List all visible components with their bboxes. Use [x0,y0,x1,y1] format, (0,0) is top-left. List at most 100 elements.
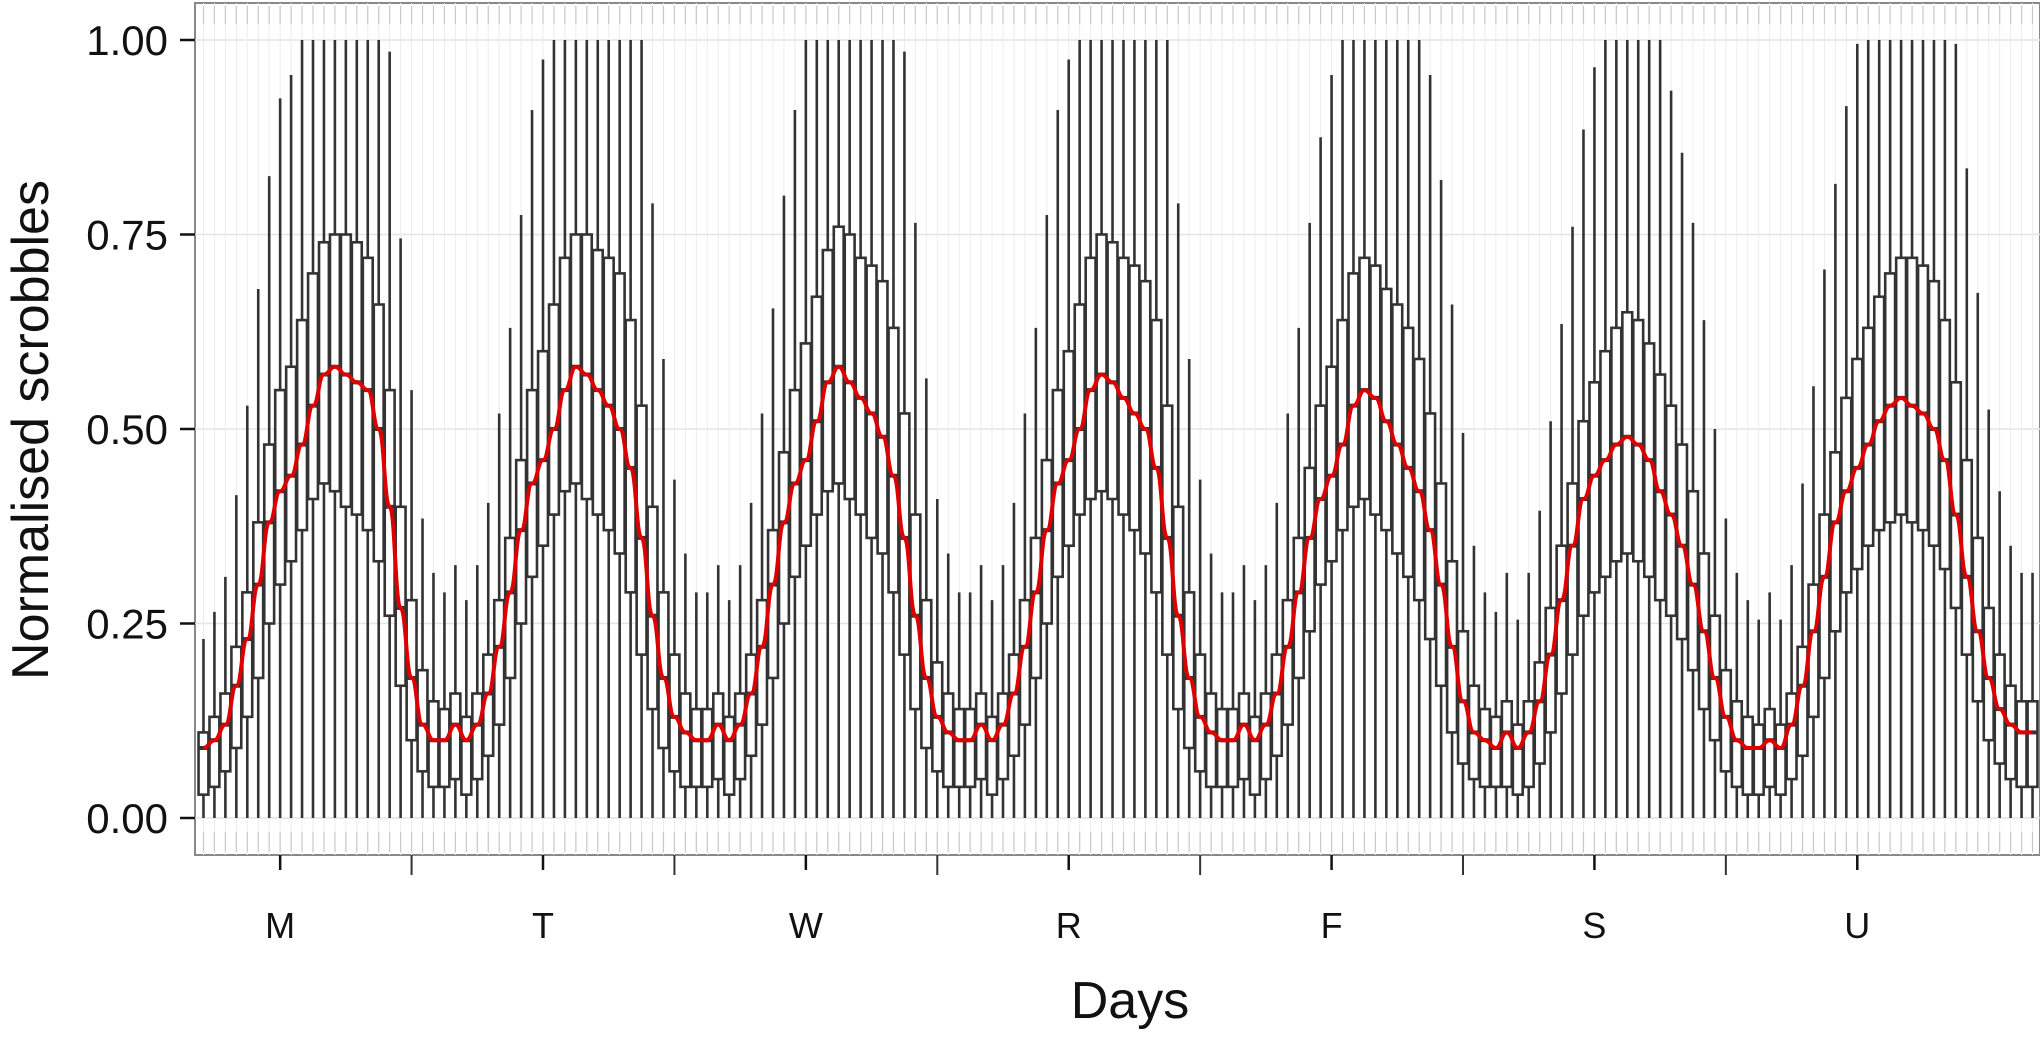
y-axis: 0.00 0.25 0.50 0.75 1.00 [86,17,195,842]
box-W-9 [821,40,834,818]
box-iqr [2015,699,2028,789]
box-F-10 [1358,40,1371,818]
box-R-17 [1172,203,1185,818]
x-tick-label: T [532,905,554,946]
box-iqr [722,715,736,796]
x-tick-label: W [789,905,823,946]
y-tick-label: 0.25 [86,601,168,648]
box-R-5 [1040,215,1054,818]
y-tick-label: 0.00 [86,795,168,842]
box-iqr [1336,318,1349,532]
x-tick-label: U [1844,905,1870,946]
box-iqr [1215,707,1229,789]
x-tick-label: R [1056,905,1082,946]
x-axis-title: Days [1071,972,1189,1030]
y-tick-label: 0.50 [86,406,168,453]
box-iqr [1402,326,1415,579]
box-iqr [394,505,407,688]
box-iqr [679,692,692,789]
box-iqr [1489,715,1503,789]
box-iqr [1106,240,1119,501]
box-iqr [1369,264,1382,516]
box-iqr [460,715,473,796]
box-S-3 [1544,421,1557,818]
box-iqr [843,233,856,501]
box-iqr [2004,684,2017,781]
median-trend-line [203,364,2033,751]
box-iqr [1237,692,1251,781]
box-M-20 [416,518,429,818]
box-W-20 [942,553,955,818]
box-iqr [996,692,1010,781]
box-iqr [1095,233,1108,493]
box-iqr [1248,715,1262,796]
box-iqr [952,707,966,789]
box-iqr [1500,699,1514,789]
y-axis-title: Normalised scrobbles [2,180,60,680]
box-iqr [1347,272,1360,509]
y-tick-label: 0.75 [86,212,168,259]
box-iqr [690,707,703,789]
box-U-3 [1807,386,1820,818]
box-iqr [1774,723,1787,796]
box-iqr [317,240,331,485]
boxplots [197,40,2039,818]
y-tick-label: 1.00 [86,17,168,64]
box-iqr [1226,707,1240,789]
box-M-10 [306,40,320,818]
box-M-13 [339,40,353,818]
box-iqr [383,388,396,618]
box-iqr [1621,310,1634,555]
x-tick-label: M [265,905,295,946]
box-iqr [1938,318,1952,571]
box-iqr [1084,256,1097,501]
box-iqr [1139,279,1152,555]
box-R-16 [1161,40,1174,818]
x-tick-label: F [1321,905,1343,946]
box-iqr [1358,256,1371,501]
box-iqr [1511,723,1524,796]
box-iqr [821,248,834,493]
box-iqr [963,707,977,789]
box-iqr [2026,699,2039,789]
box-iqr [1752,723,1765,796]
box-iqr [1204,692,1218,789]
box-iqr [558,256,572,493]
box-iqr [438,707,451,789]
box-M-15 [361,40,374,818]
box-iqr [427,699,440,789]
box-iqr [1391,303,1404,555]
box-M-16 [372,40,385,818]
box-M-17 [383,51,396,818]
box-iqr [733,692,747,781]
box-iqr [197,731,210,796]
box-iqr [942,692,955,789]
box-M-21 [427,572,440,818]
box-iqr [1894,256,1908,516]
box-iqr [1883,272,1897,524]
box-iqr [865,264,878,540]
box-iqr [876,279,889,555]
box-iqr [712,692,725,781]
box-W-8 [810,40,824,818]
box-iqr [701,707,714,789]
box-iqr [1128,264,1141,532]
box-iqr [1522,699,1535,789]
box-iqr [569,233,583,485]
x-tick-label: S [1582,905,1606,946]
box-iqr [449,692,462,781]
box-iqr [854,256,867,516]
box-iqr [328,233,342,493]
box-iqr [1927,279,1941,547]
box-iqr [306,272,320,501]
box-iqr [974,692,988,781]
box-iqr [1916,264,1930,532]
box-M-18 [394,238,407,818]
box-iqr [1763,707,1776,789]
box-iqr [208,715,221,789]
box-iqr [613,272,626,555]
box-R-8 [1073,40,1086,818]
box-iqr [580,233,594,501]
box-iqr [602,256,615,532]
